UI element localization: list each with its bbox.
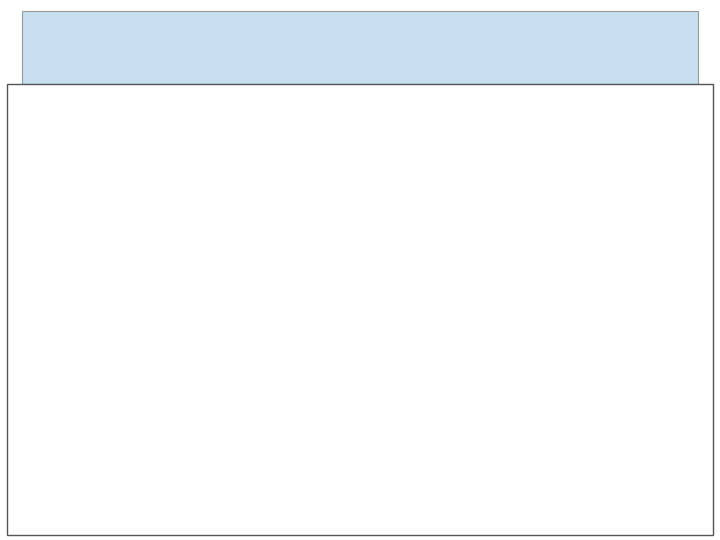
Text: Между элементами кристаллической: Между элементами кристаллической	[20, 99, 341, 114]
Text: тие, т.е. в кристалле действуют зна -: тие, т.е. в кристалле действуют зна -	[20, 314, 340, 329]
Text: притяжения. Следствием этого яв  -: притяжения. Следствием этого яв -	[20, 161, 330, 176]
Text: Силы в кристаллической решетке: Силы в кристаллической решетке	[184, 42, 536, 60]
Text: Силы, действующие между
   элементами решетки: Силы, действующие между элементами решет…	[426, 498, 619, 526]
Text: A: A	[474, 314, 482, 327]
Text: меньших расстояниях – сила оттал  -: меньших расстояниях – сила оттал -	[20, 468, 336, 482]
Text: чительные силы отталкивания. При-: чительные силы отталкивания. При-	[20, 345, 333, 360]
Text: ным.  Однако  кристаллы  обладают: ным. Однако кристаллы обладают	[20, 253, 330, 269]
Text: которая: которая	[174, 192, 248, 206]
Text: большим сопротивлением и на сжа-: большим сопротивлением и на сжа-	[20, 284, 329, 300]
Text: Сила отталкивания: Сила отталкивания	[417, 153, 427, 253]
Text: В покое равнодействующая сил рав-: В покое равнодействующая сил рав-	[20, 406, 333, 421]
Text: ляется: ляется	[20, 192, 83, 206]
Text: a: a	[449, 337, 456, 350]
Text: решетки  действуют  большие  силы: решетки действуют большие силы	[20, 130, 333, 146]
Text: делает  кристалл  твердым  и  проч -: делает кристалл твердым и проч -	[20, 222, 337, 237]
Text: Межатомное
расстояние: Межатомное расстояние	[565, 398, 646, 426]
Text: рода сил зависит от рода вещества.: рода сил зависит от рода вещества.	[20, 375, 330, 390]
Text: сила притяжения: сила притяжения	[417, 370, 427, 461]
Text: когезия (сцепление),: когезия (сцепление),	[64, 192, 243, 206]
Text: на нулю. Результирующая  сил  при: на нулю. Результирующая сил при	[20, 437, 327, 452]
Text: кивания, при больших – сила притяжения.: кивания, при больших – сила притяжения.	[20, 498, 385, 514]
Text: a': a'	[450, 354, 461, 368]
